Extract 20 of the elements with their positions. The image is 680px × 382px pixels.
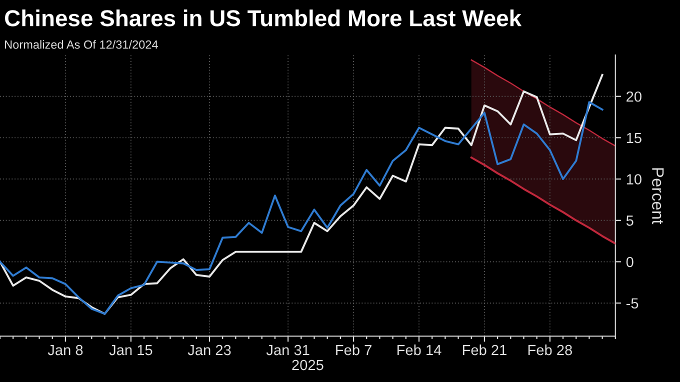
y-tick-label: 10 bbox=[626, 174, 642, 184]
x-tick-label: Jan 8 bbox=[48, 344, 83, 356]
x-tick-label: Feb 28 bbox=[528, 344, 572, 356]
x-tick-label: Feb 14 bbox=[397, 344, 442, 356]
y-tick-label: 0 bbox=[626, 256, 634, 268]
x-tick-label: Jan 23 bbox=[188, 344, 231, 356]
line-series bbox=[470, 59, 616, 147]
chart-subtitle: Normalized As Of 12/31/2024 bbox=[5, 40, 158, 49]
line-series bbox=[470, 156, 616, 245]
x-tick-label: Feb 7 bbox=[336, 344, 372, 356]
y-tick-label: -5 bbox=[626, 298, 638, 309]
x-tick-label: Feb 21 bbox=[462, 344, 506, 356]
y-tick-label: 5 bbox=[626, 216, 634, 226]
y-axis-title: Percent bbox=[652, 168, 664, 224]
x-tick-label: Jan 15 bbox=[109, 345, 152, 356]
y-tick-label: 20 bbox=[626, 91, 642, 102]
x-tick-label: Jan 31 bbox=[266, 344, 310, 356]
y-tick-label: 15 bbox=[626, 132, 642, 144]
x-axis-title: 2025 bbox=[292, 360, 324, 370]
chart-title: Chinese Shares in US Tumbled More Last Week bbox=[5, 10, 522, 26]
